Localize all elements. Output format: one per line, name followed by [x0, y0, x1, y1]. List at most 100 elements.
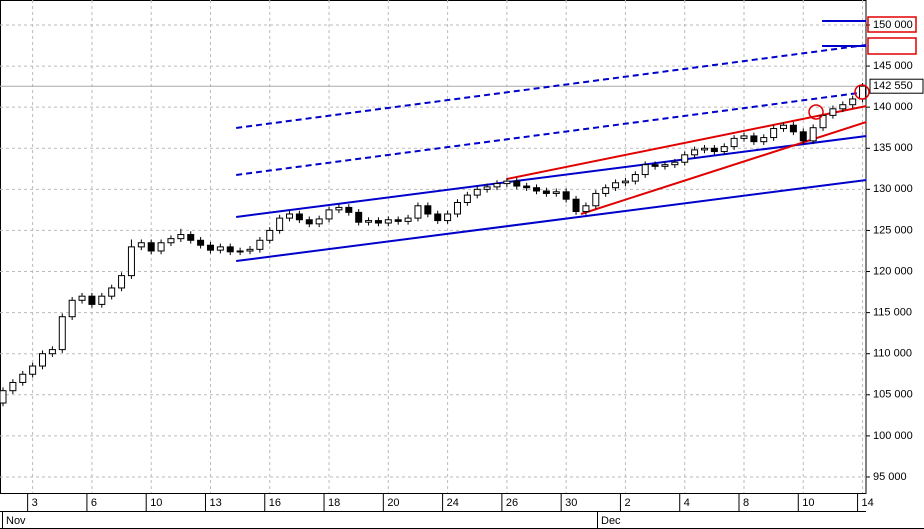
trendline [236, 178, 867, 262]
x-tick-label: 16 [269, 497, 281, 509]
candle-body [710, 147, 718, 153]
candle-body [0, 390, 7, 404]
trendline [236, 135, 867, 218]
candle-body [29, 365, 37, 375]
y-tick-label: 120 000 [873, 265, 913, 277]
candle-body [631, 174, 639, 182]
candle-body [750, 135, 758, 143]
x-tick-label: 18 [328, 497, 340, 509]
candle-body [167, 238, 175, 244]
highlight-circle [854, 84, 870, 100]
y-tick-label: 115 000 [873, 307, 912, 319]
candle-body [671, 161, 679, 166]
x-tick-label: 10 [802, 497, 814, 509]
y-tick-label: 125 000 [873, 224, 913, 236]
candle-body [513, 180, 521, 187]
y-tick-label: 105 000 [873, 389, 913, 401]
candle-body [493, 183, 501, 188]
candle-body [730, 137, 738, 148]
candle-body [39, 353, 47, 367]
candle-body [137, 242, 145, 248]
candle-body [859, 85, 867, 100]
candle-body [147, 242, 155, 252]
candle-body [68, 299, 76, 318]
candle-body [345, 206, 353, 213]
candle-body [58, 316, 66, 351]
candle-body [740, 135, 748, 139]
candle-body [48, 349, 56, 355]
candle-body [523, 185, 531, 189]
candle-body [720, 146, 728, 153]
candle-body [542, 190, 550, 194]
candle-body [404, 217, 412, 222]
y-tick-label: 140 000 [873, 101, 913, 113]
candle-body [256, 239, 264, 250]
candle-body [760, 137, 768, 143]
highlight-circle [808, 104, 824, 120]
x-tick-label: 4 [684, 497, 690, 509]
y-tick-label: 135 000 [873, 142, 913, 154]
candle-body [780, 124, 788, 130]
candle-body [533, 187, 541, 192]
candle-body [819, 114, 827, 129]
candle-body [770, 128, 778, 139]
candle-body [187, 234, 195, 241]
candle-body [384, 219, 392, 224]
candle-body [444, 213, 452, 222]
candle-body [621, 180, 629, 184]
trendline [580, 121, 867, 215]
trendline [506, 105, 867, 180]
candle-body [118, 275, 126, 289]
trendline [236, 43, 867, 129]
candle-body [127, 246, 135, 277]
candle-body [305, 219, 313, 225]
candle-body [424, 205, 432, 215]
candle-body [463, 194, 471, 203]
candle-body [691, 149, 699, 156]
candle-body [562, 191, 570, 200]
y-tick-label: 145 000 [873, 60, 913, 72]
trendline [236, 90, 867, 176]
candle-body [355, 211, 363, 223]
candle-body [434, 213, 442, 222]
candle-body [809, 127, 817, 142]
x-tick-label: 8 [743, 497, 749, 509]
axes: 95 000 100 000 105 000 110 000 115 000 120 00… [27, 16, 924, 511]
y-tick-label: 150 000 [873, 19, 913, 31]
candle-body [226, 246, 234, 253]
y-tick-label: 130 000 [873, 183, 913, 195]
candle-body [9, 381, 17, 392]
candle-body [651, 164, 659, 167]
candle-body [197, 239, 205, 246]
candle-body [612, 182, 620, 189]
x-tick-label: 26 [506, 497, 518, 509]
y-tick-label: 100 000 [873, 430, 913, 442]
candle-body [325, 209, 333, 220]
candle-body [276, 217, 284, 231]
highlight-box [867, 16, 917, 33]
x-tick-label: 3 [32, 497, 38, 509]
candle-body [789, 124, 797, 133]
plot-frame [0, 0, 867, 494]
candle-body [19, 373, 27, 383]
x-tick-label: 14 [862, 497, 874, 509]
y-tick-label: 95 000 [873, 471, 907, 483]
highlight-box [867, 37, 917, 55]
candle-body [335, 206, 343, 211]
month-label: Nov [6, 515, 26, 527]
candle-body [365, 220, 373, 223]
grid [0, 0, 866, 493]
month-label: Dec [601, 515, 621, 527]
x-tick-label: 10 [150, 497, 162, 509]
trendlines [236, 19, 867, 262]
y-tick-label: 110 000 [873, 348, 912, 360]
candle-body [216, 246, 224, 251]
x-tick-label: 2 [624, 497, 630, 509]
candle-body [315, 218, 323, 225]
candle-body [206, 244, 214, 251]
candle-body [552, 191, 560, 194]
last-price-box [869, 78, 924, 94]
candle-body [700, 147, 708, 151]
